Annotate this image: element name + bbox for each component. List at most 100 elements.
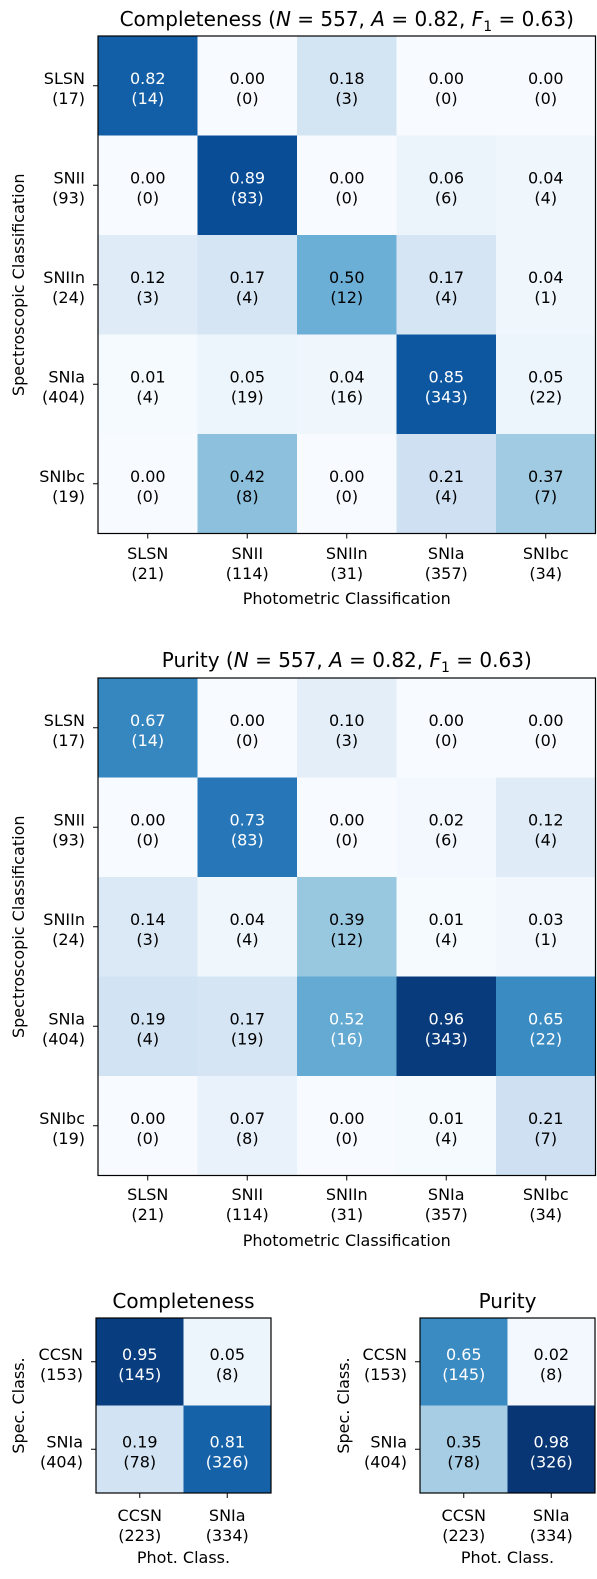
cell-value-label: 0.02 xyxy=(428,810,464,829)
cell-count-label: (343) xyxy=(425,387,468,406)
heatmap-cell xyxy=(297,877,397,977)
heatmap-cell xyxy=(396,334,496,434)
y-tick-count: (17) xyxy=(52,731,85,750)
cell-count-label: (0) xyxy=(136,830,159,849)
cell-value-label: 0.12 xyxy=(130,268,166,287)
cell-value-label: 0.06 xyxy=(428,168,464,187)
heatmap-cell xyxy=(297,434,397,534)
y-tick-count: (404) xyxy=(42,1029,85,1048)
cell-value-label: 0.19 xyxy=(130,1009,166,1028)
cell-value-label: 0.10 xyxy=(329,711,365,730)
cell-value-label: 0.65 xyxy=(446,1345,482,1364)
cell-count-label: (4) xyxy=(435,288,458,307)
x-tick-label: SNIa xyxy=(533,1506,570,1525)
cell-value-label: 0.42 xyxy=(229,467,265,486)
heatmap-cell xyxy=(297,1076,397,1176)
cell-count-label: (3) xyxy=(335,89,358,108)
x-tick-count: (21) xyxy=(131,564,164,583)
x-tick-count: (334) xyxy=(530,1526,573,1545)
cell-count-label: (0) xyxy=(335,830,358,849)
cell-count-label: (12) xyxy=(330,288,363,307)
x-tick-count: (114) xyxy=(226,1205,269,1224)
cell-count-label: (0) xyxy=(335,487,358,506)
x-tick-count: (357) xyxy=(425,1205,468,1224)
cell-value-label: 0.14 xyxy=(130,910,166,929)
x-axis-label: Photometric Classification xyxy=(243,589,451,608)
cell-count-label: (0) xyxy=(136,188,159,207)
cell-value-label: 0.52 xyxy=(329,1009,365,1028)
cell-count-label: (4) xyxy=(435,930,458,949)
cell-value-label: 0.82 xyxy=(130,69,166,88)
heatmap-cell xyxy=(496,36,596,136)
cell-count-label: (78) xyxy=(447,1452,480,1471)
cell-count-label: (3) xyxy=(136,288,159,307)
cell-count-label: (8) xyxy=(540,1365,563,1384)
x-tick-count: (34) xyxy=(529,564,562,583)
cell-count-label: (19) xyxy=(231,387,264,406)
heatmap-cell xyxy=(496,334,596,434)
y-tick-label: SNIa xyxy=(48,367,85,386)
heatmap-cell xyxy=(297,777,397,877)
y-tick-label: SNIbc xyxy=(39,1109,85,1128)
x-tick-label: SNII xyxy=(231,544,263,563)
y-tick-count: (153) xyxy=(40,1365,83,1384)
cell-count-label: (326) xyxy=(530,1452,573,1471)
x-tick-label: SNIIn xyxy=(326,1185,368,1204)
cell-count-label: (16) xyxy=(330,387,363,406)
cell-value-label: 0.00 xyxy=(528,69,564,88)
cell-count-label: (3) xyxy=(136,930,159,949)
cell-count-label: (83) xyxy=(231,830,264,849)
cell-value-label: 0.00 xyxy=(130,467,166,486)
x-tick-count: (31) xyxy=(330,1205,363,1224)
cell-count-label: (0) xyxy=(236,731,259,750)
heatmap-cell xyxy=(396,434,496,534)
heatmap-cell xyxy=(197,235,297,335)
cell-count-label: (78) xyxy=(123,1452,156,1471)
heatmap-cell xyxy=(183,1405,271,1493)
cell-value-label: 0.00 xyxy=(329,168,365,187)
cell-count-label: (3) xyxy=(335,731,358,750)
cell-count-label: (12) xyxy=(330,930,363,949)
cell-count-label: (4) xyxy=(534,188,557,207)
cell-value-label: 0.02 xyxy=(533,1345,569,1364)
heatmap-cell xyxy=(98,235,198,335)
cell-count-label: (6) xyxy=(435,188,458,207)
x-tick-count: (114) xyxy=(226,564,269,583)
cell-count-label: (0) xyxy=(136,1129,159,1148)
heatmap-cell xyxy=(396,777,496,877)
cell-count-label: (4) xyxy=(236,930,259,949)
cell-value-label: 0.67 xyxy=(130,711,166,730)
cell-count-label: (4) xyxy=(236,288,259,307)
cell-value-label: 0.21 xyxy=(428,467,464,486)
cell-count-label: (6) xyxy=(435,830,458,849)
heatmap-cell xyxy=(297,678,397,778)
y-tick-label: SNIa xyxy=(370,1432,407,1451)
heatmap-cell xyxy=(98,777,198,877)
x-tick-label: SNIbc xyxy=(523,544,569,563)
cell-value-label: 0.04 xyxy=(329,367,365,386)
heatmap-cell xyxy=(183,1318,271,1406)
cell-value-label: 0.04 xyxy=(528,268,564,287)
heatmap-cell xyxy=(420,1318,508,1406)
heatmap-cell xyxy=(197,36,297,136)
x-tick-count: (31) xyxy=(330,564,363,583)
y-tick-count: (93) xyxy=(52,830,85,849)
y-axis-label: Spec. Class. xyxy=(334,1357,353,1453)
cell-value-label: 0.81 xyxy=(209,1432,245,1451)
cell-value-label: 0.89 xyxy=(229,168,265,187)
y-tick-label: SNIa xyxy=(48,1009,85,1028)
cell-count-label: (326) xyxy=(206,1452,249,1471)
cell-value-label: 0.65 xyxy=(528,1009,564,1028)
heatmap-panel: Completeness 0.95(145) 0.05(8) 0.19(78) 0.81… xyxy=(9,1289,272,1567)
heatmap-cell xyxy=(396,1076,496,1176)
cell-count-label: (19) xyxy=(231,1029,264,1048)
heatmap-cell xyxy=(396,135,496,235)
x-axis-label: Phot. Class. xyxy=(461,1548,554,1567)
heatmap-cell xyxy=(297,334,397,434)
cell-value-label: 0.07 xyxy=(229,1109,265,1128)
cell-value-label: 0.04 xyxy=(229,910,265,929)
heatmap-cell xyxy=(197,976,297,1076)
y-tick-label: SNIbc xyxy=(39,467,85,486)
y-tick-label: CCSN xyxy=(39,1345,83,1364)
